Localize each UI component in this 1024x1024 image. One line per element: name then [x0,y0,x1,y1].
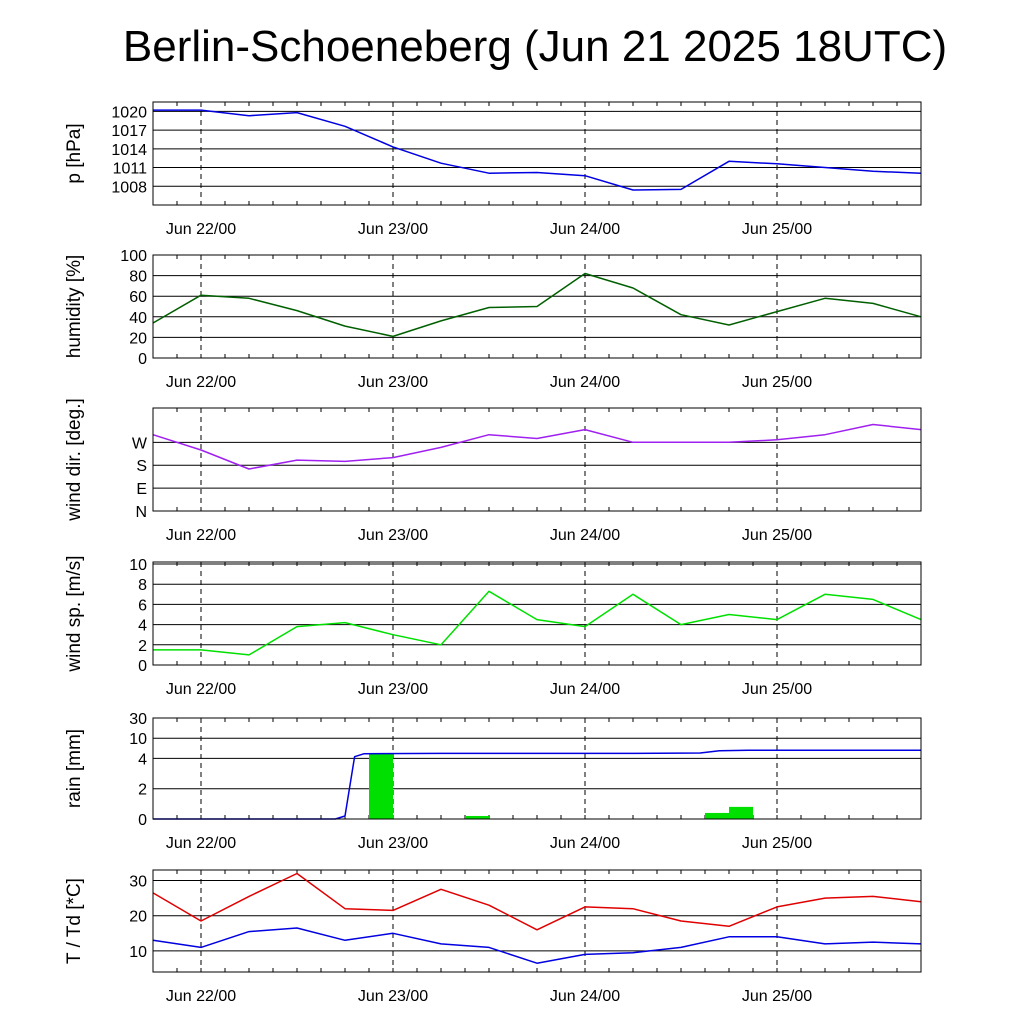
y-tick-label: 2 [138,782,147,799]
x-tick-label: Jun 22/00 [166,988,236,1005]
x-tick-label: Jun 23/00 [358,681,428,698]
rain-bar [705,812,729,819]
y-axis-label: T / Td [*C] [64,878,85,964]
x-tick-label: Jun 24/00 [550,835,620,852]
y-tick-label: 20 [129,909,147,926]
y-tick-label: 30 [129,874,147,891]
y-tick-label: 100 [120,248,147,265]
x-tick-label: Jun 22/00 [166,835,236,852]
plot-frame [152,254,922,359]
x-tick-label: Jun 25/00 [742,374,812,391]
y-tick-label: 0 [138,658,147,675]
x-tick-label: Jun 23/00 [358,527,428,544]
y-tick-label: 4 [138,751,147,768]
series-line-2 [152,927,922,964]
y-tick-label: 30 [129,711,147,728]
series-line-1 [153,109,922,191]
series-line-1 [152,272,922,338]
y-tick-label: W [132,435,148,452]
x-tick-label: Jun 22/00 [166,527,236,544]
x-tick-label: Jun 24/00 [550,374,620,391]
x-tick-label: Jun 22/00 [166,681,236,698]
y-tick-label: 0 [138,812,147,829]
series-line-1 [153,590,922,656]
y-tick-label: S [136,458,147,475]
plot-frame [152,561,922,666]
x-tick-label: Jun 25/00 [742,527,812,544]
x-tick-label: Jun 22/00 [166,374,236,391]
x-tick-label: Jun 23/00 [358,988,428,1005]
y-tick-label: 10 [129,557,147,574]
x-tick-label: Jun 25/00 [742,835,812,852]
y-tick-label: N [135,504,147,521]
x-tick-label: Jun 22/00 [166,221,236,238]
series-line-1 [153,749,921,820]
x-tick-label: Jun 24/00 [550,681,620,698]
series-line-1 [152,423,922,470]
x-tick-label: Jun 24/00 [550,221,620,238]
series-line-1 [152,872,922,931]
plot-frame [152,101,922,206]
y-tick-label: 2 [138,638,147,655]
y-tick-label: 0 [138,351,147,368]
y-tick-label: 20 [129,330,147,347]
y-tick-label: 4 [138,618,147,635]
y-tick-label: 8 [138,577,147,594]
x-tick-label: Jun 25/00 [742,988,812,1005]
y-axis-label: wind sp. [m/s] [64,555,85,672]
y-tick-label: 60 [129,289,147,306]
x-tick-label: Jun 23/00 [358,221,428,238]
page-title: Berlin-Schoeneberg (Jun 21 2025 18UTC) [122,22,948,71]
plot-frame [152,407,922,512]
y-tick-label: 6 [138,597,147,614]
panel-4: 0 2 4 6 8 10 Jun 22/00 Jun 23/00 Jun 24/00 Jun 25… [64,555,922,698]
x-tick-label: Jun 25/00 [742,221,812,238]
x-tick-label: Jun 24/00 [550,988,620,1005]
x-tick-label: Jun 25/00 [742,681,812,698]
y-tick-label: E [136,481,147,498]
y-tick-label: 80 [129,269,147,286]
y-axis-label: rain [mm] [64,729,85,808]
y-tick-label: 40 [129,310,147,327]
x-tick-label: Jun 24/00 [550,527,620,544]
panel-2: 0 20 40 60 80 100 Jun 22/00 Jun 23/00 Jun 24/00 J… [64,248,922,391]
rain-bar [465,815,489,819]
plot-frame [152,717,922,820]
y-axis-label: humidity [%] [64,255,85,358]
plot-frame [152,869,922,973]
panel-6: 10 20 30 Jun 22/00 Jun 23/00 Jun 24/00 Jun 25/… [64,869,922,1005]
y-tick-label: 1011 [113,161,148,178]
y-tick-label: 10 [129,944,147,961]
y-tick-label: 1008 [111,179,147,196]
y-tick-label: 10 [129,731,147,748]
y-axis-label: wind dir. [deg.] [64,398,85,522]
y-tick-label: 1020 [111,104,147,121]
x-tick-label: Jun 23/00 [358,835,428,852]
y-tick-label: 1017 [111,123,147,140]
x-tick-label: Jun 23/00 [358,374,428,391]
y-tick-label: 1014 [111,142,147,159]
rain-bar [729,806,753,819]
rain-bar [369,753,393,819]
y-axis-label: p [hPa] [64,123,85,183]
panel-5: 0 2 4 10 30 Jun 22/00 Jun 23/00 Jun 24/00 Jun 25… [64,711,922,852]
